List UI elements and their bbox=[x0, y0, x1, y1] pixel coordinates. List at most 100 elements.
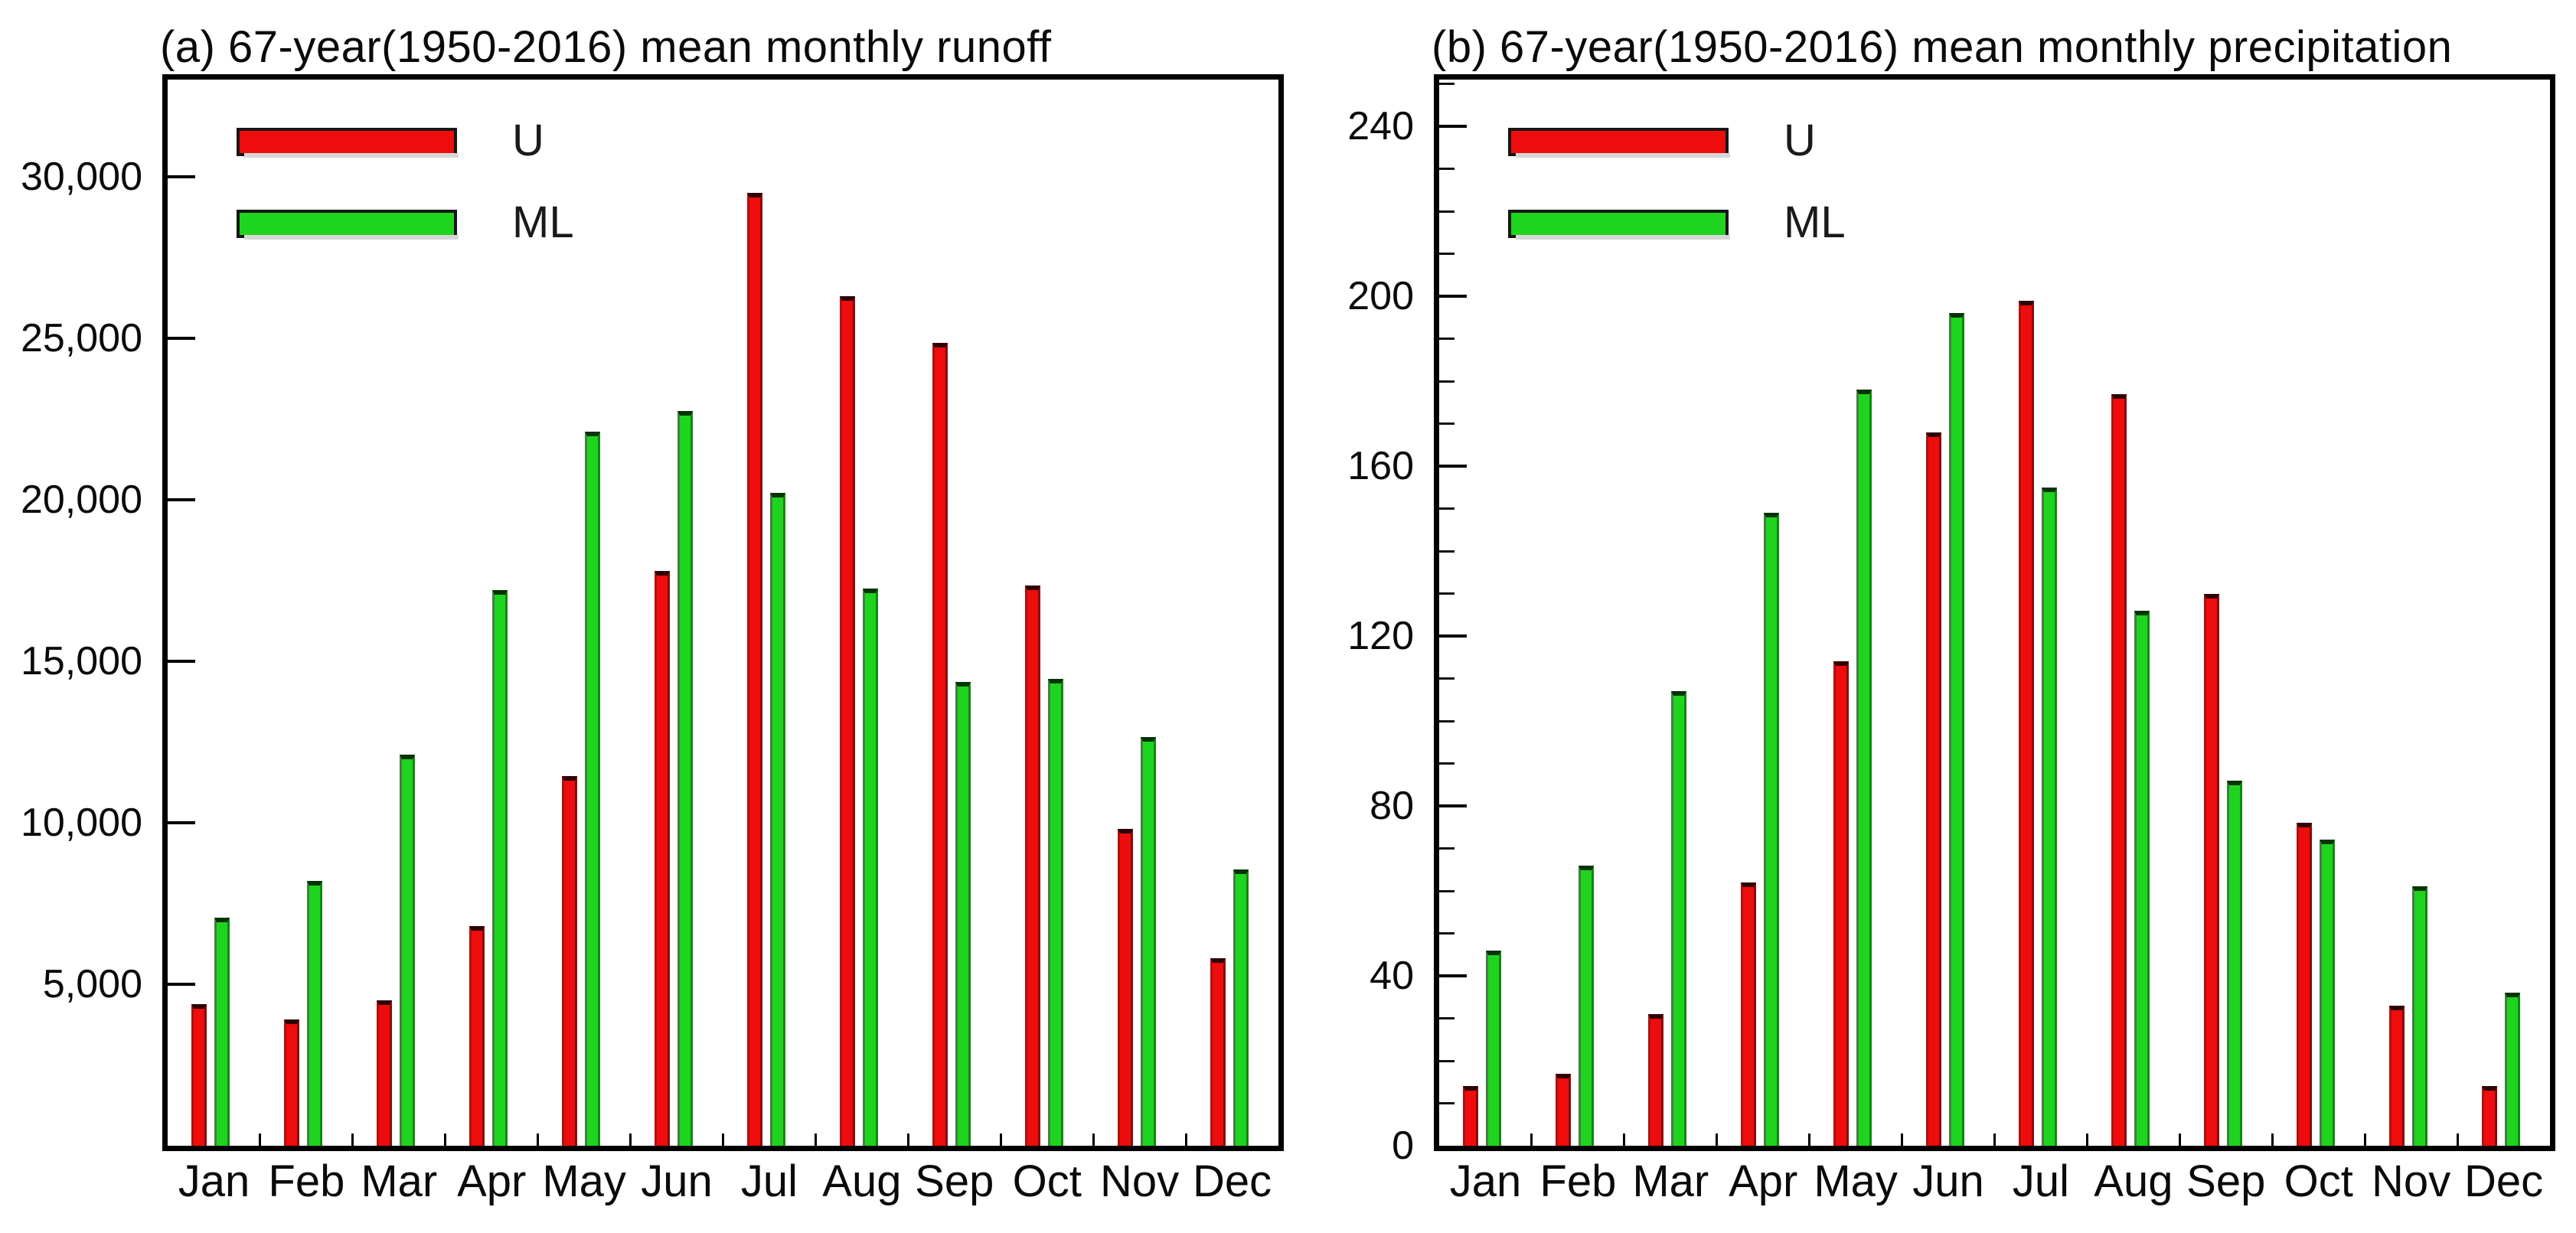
bar-feb-ml bbox=[1573, 859, 1598, 1156]
x-label-dec-a: Dec bbox=[1192, 1156, 1272, 1206]
x-label-apr-b: Apr bbox=[1729, 1156, 1798, 1206]
bar-jun-u bbox=[1921, 426, 1945, 1156]
y-major-tick-a bbox=[168, 982, 195, 986]
y-minor-tick-b bbox=[1439, 507, 1455, 510]
y-tick-label-b: 160 bbox=[1347, 444, 1414, 489]
x-boundary-tick-a bbox=[259, 1134, 262, 1146]
x-label-oct-a: Oct bbox=[1012, 1156, 1082, 1206]
y-minor-tick-b bbox=[1439, 889, 1455, 892]
bar-nov-ml bbox=[1135, 731, 1159, 1155]
bar-sep-u bbox=[926, 337, 951, 1155]
legend-label-u-b: U bbox=[1784, 116, 1816, 165]
x-label-sep-b: Sep bbox=[2186, 1156, 2266, 1206]
bar-jul-u bbox=[2013, 294, 2037, 1156]
x-label-jan-a: Jan bbox=[178, 1156, 250, 1206]
y-major-tick-b bbox=[1439, 804, 1467, 808]
bar-oct-u bbox=[2290, 817, 2315, 1155]
bar-mar-ml bbox=[1666, 685, 1690, 1155]
y-minor-tick-b bbox=[1439, 677, 1455, 680]
bar-apr-u bbox=[464, 919, 488, 1156]
x-label-nov-a: Nov bbox=[1100, 1156, 1180, 1206]
bar-mar-u bbox=[1643, 1007, 1667, 1156]
x-boundary-tick-a bbox=[999, 1134, 1002, 1146]
x-label-sep-a: Sep bbox=[915, 1156, 994, 1206]
y-minor-tick-b bbox=[1439, 762, 1455, 765]
x-boundary-tick-b bbox=[2456, 1134, 2459, 1146]
x-label-mar-b: Mar bbox=[1632, 1156, 1709, 1206]
x-boundary-tick-a bbox=[1092, 1134, 1095, 1146]
bar-jun-ml bbox=[672, 404, 697, 1156]
x-boundary-tick-a bbox=[814, 1134, 817, 1146]
x-boundary-tick-a bbox=[629, 1134, 632, 1146]
y-major-tick-b bbox=[1439, 974, 1467, 977]
y-major-tick-a bbox=[168, 175, 195, 178]
bar-aug-ml bbox=[2128, 604, 2153, 1156]
legend-swatch-ml-b bbox=[1508, 210, 1730, 240]
legend-swatch-u-b bbox=[1508, 128, 1730, 158]
y-major-tick-a bbox=[168, 336, 195, 340]
legend-label-u-a: U bbox=[512, 116, 544, 165]
bar-jan-u bbox=[186, 998, 211, 1155]
x-label-jun-a: Jun bbox=[641, 1156, 713, 1206]
x-label-jul-a: Jul bbox=[740, 1156, 798, 1206]
bar-mar-ml bbox=[394, 749, 419, 1155]
x-boundary-tick-b bbox=[2178, 1134, 2181, 1146]
bar-oct-ml bbox=[1042, 673, 1066, 1155]
x-label-dec-b: Dec bbox=[2463, 1156, 2544, 1206]
y-minor-tick-b bbox=[1439, 1017, 1455, 1019]
y-minor-tick-b bbox=[1439, 592, 1455, 595]
y-tick-label-b: 80 bbox=[1370, 784, 1414, 829]
x-label-feb-a: Feb bbox=[268, 1156, 345, 1206]
y-tick-label-b: 40 bbox=[1370, 954, 1414, 998]
x-boundary-tick-b bbox=[2085, 1134, 2088, 1146]
x-label-oct-b: Oct bbox=[2284, 1156, 2353, 1206]
x-boundary-tick-b bbox=[1623, 1134, 1626, 1146]
x-boundary-tick-a bbox=[537, 1134, 540, 1146]
x-label-aug-a: Aug bbox=[822, 1156, 902, 1206]
y-minor-tick-b bbox=[1439, 847, 1455, 850]
y-minor-tick-b bbox=[1439, 932, 1455, 935]
x-boundary-tick-a bbox=[722, 1134, 724, 1146]
x-label-may-b: May bbox=[1814, 1156, 1898, 1206]
legend-label-ml-b: ML bbox=[1784, 197, 1846, 247]
bar-apr-u bbox=[1735, 876, 1760, 1156]
y-minor-tick-b bbox=[1439, 380, 1455, 383]
bar-jan-ml bbox=[209, 912, 233, 1155]
x-label-jun-b: Jun bbox=[1912, 1156, 1984, 1206]
bar-feb-u bbox=[1550, 1067, 1575, 1156]
y-tick-label-a: 20,000 bbox=[20, 477, 142, 522]
y-tick-label-b: 120 bbox=[1347, 614, 1414, 659]
bar-feb-ml bbox=[302, 874, 326, 1156]
y-minor-tick-b bbox=[1439, 83, 1455, 86]
x-label-mar-a: Mar bbox=[361, 1156, 438, 1206]
x-label-jan-b: Jan bbox=[1449, 1156, 1522, 1206]
y-minor-tick-b bbox=[1439, 719, 1455, 723]
y-major-tick-a bbox=[168, 659, 195, 663]
y-major-tick-a bbox=[168, 497, 195, 501]
bar-jul-u bbox=[741, 186, 766, 1156]
y-tick-label-a: 25,000 bbox=[20, 315, 142, 360]
bar-jul-ml bbox=[2036, 481, 2060, 1156]
x-boundary-tick-b bbox=[1808, 1134, 1811, 1146]
legend-swatch-ml-a bbox=[237, 210, 459, 240]
bar-jun-u bbox=[649, 564, 674, 1156]
y-tick-label-b: 240 bbox=[1347, 104, 1414, 149]
bar-dec-ml bbox=[1227, 863, 1252, 1155]
x-label-feb-b: Feb bbox=[1539, 1156, 1617, 1206]
x-boundary-tick-a bbox=[444, 1134, 447, 1146]
bar-may-u bbox=[557, 769, 581, 1156]
plot-area-b bbox=[1434, 74, 2555, 1151]
x-label-aug-b: Aug bbox=[2094, 1156, 2173, 1206]
x-label-may-a: May bbox=[542, 1156, 626, 1206]
y-major-tick-b bbox=[1439, 465, 1467, 468]
bar-jun-ml bbox=[1944, 307, 1968, 1155]
bar-nov-u bbox=[1112, 823, 1136, 1155]
bar-oct-ml bbox=[2313, 833, 2338, 1155]
bar-nov-u bbox=[2383, 999, 2408, 1156]
chart-b-title: (b) 67-year(1950-2016) mean monthly prec… bbox=[1432, 22, 2453, 72]
y-tick-label-a: 30,000 bbox=[20, 154, 142, 199]
x-boundary-tick-b bbox=[1901, 1134, 1904, 1146]
x-boundary-tick-a bbox=[1184, 1134, 1187, 1146]
y-minor-tick-b bbox=[1439, 338, 1455, 341]
legend-swatch-u-a bbox=[237, 128, 459, 158]
